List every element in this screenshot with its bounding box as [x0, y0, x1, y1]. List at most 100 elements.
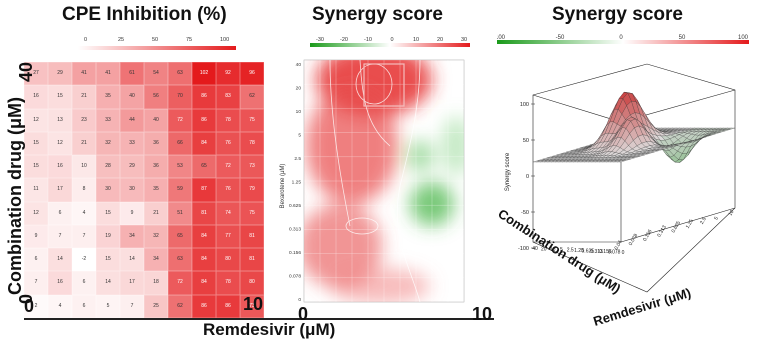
heatmap-cell: 36: [144, 155, 168, 178]
heatmap-cell: 102: [192, 62, 216, 85]
heatmap-cell: 30: [96, 178, 120, 201]
colorbar-tick-label: 75: [186, 37, 192, 43]
chart1-y-max: 40: [16, 62, 37, 82]
colorbar-tick-label: 10: [413, 37, 419, 43]
colorbar-tick-label: 20: [437, 37, 443, 43]
heatmap-cell: 77: [216, 225, 240, 248]
heatmap-cell: 63: [168, 248, 192, 271]
heatmap-cell: 10: [72, 155, 96, 178]
z-tick-label: -100: [518, 246, 529, 252]
colorbar-tick-label: -50: [556, 35, 565, 41]
heatmap-cell: 75: [240, 109, 264, 132]
colorbar-tick-label: -100: [497, 35, 506, 41]
x-tick-label: 1.25: [685, 218, 695, 230]
colorbar-tick-label: -30: [316, 37, 324, 43]
heatmap-cell: 33: [120, 132, 144, 155]
heatmap-cell: 21: [144, 202, 168, 225]
colorbar-tick-label: -20: [340, 37, 348, 43]
heatmap-cell: 34: [120, 225, 144, 248]
heatmap-cell: 7: [48, 225, 72, 248]
heatmap-cell: 6: [72, 295, 96, 318]
heatmap-cell: 53: [168, 155, 192, 178]
heatmap-cell: 41: [96, 62, 120, 85]
heatmap-cell: 13: [48, 109, 72, 132]
heatmap-cell: 62: [168, 295, 192, 318]
heatmap-cell: 9: [120, 202, 144, 225]
x-tick-label: 0.625: [671, 220, 683, 234]
heatmap-cell: 40: [144, 109, 168, 132]
heatmap-cell: 8: [72, 178, 96, 201]
heatmap-cell: 16: [48, 271, 72, 294]
y-tick-label: 1.25: [292, 180, 302, 186]
heatmap-cell: 18: [144, 271, 168, 294]
heatmap-cell: 35: [144, 178, 168, 201]
y-tick-label: 40: [296, 62, 302, 68]
heatmap-cell: 78: [240, 132, 264, 155]
colorbar-tick-label: 100: [220, 37, 229, 43]
heatmap-cell: 29: [48, 62, 72, 85]
heatmap-cell: 4: [72, 202, 96, 225]
heatmap-cell: 66: [168, 132, 192, 155]
heatmap-cell: 14: [120, 248, 144, 271]
chart1-colorbar: [78, 46, 236, 50]
heatmap-cell: 80: [216, 248, 240, 271]
y-tick-label: 40: [532, 246, 538, 252]
heatmap-cell: 4: [48, 295, 72, 318]
heatmap-cell: 84: [192, 225, 216, 248]
heatmap-cell: 81: [240, 248, 264, 271]
colorbar-tick-label: 50: [679, 35, 686, 41]
y-tick-label: 0: [622, 250, 625, 256]
heatmap-cell: 35: [96, 85, 120, 108]
heatmap-cell: 84: [192, 132, 216, 155]
heatmap-cell: 65: [192, 155, 216, 178]
heatmap-cell: 51: [168, 202, 192, 225]
colorbar-tick-label: 25: [118, 37, 124, 43]
heatmap-cell: 16: [48, 155, 72, 178]
heatmap-cell: 87: [192, 178, 216, 201]
heatmap-cell: 25: [144, 295, 168, 318]
heatmap-cell: 15: [24, 155, 48, 178]
x-tick-label: 5: [713, 216, 720, 222]
heatmap-cell: 86: [192, 85, 216, 108]
heatmap-cell: 80: [240, 271, 264, 294]
heatmap-cell: 5: [96, 295, 120, 318]
chart1-title: CPE Inhibition (%): [62, 4, 227, 26]
heatmap-cell: 79: [240, 178, 264, 201]
heatmap-cell: 73: [240, 155, 264, 178]
y-tick-label: 0: [298, 297, 301, 303]
heatmap-cell: 72: [168, 109, 192, 132]
heatmap-cell: 70: [168, 85, 192, 108]
z-tick-label: 100: [520, 102, 529, 108]
heatmap-cell: 56: [144, 85, 168, 108]
heatmap-cell: 83: [216, 85, 240, 108]
heatmap-cell: 72: [168, 271, 192, 294]
heatmap-cell: 74: [216, 202, 240, 225]
colorbar-tick-label: 50: [152, 37, 158, 43]
chart2-y-axis-label: Bexarotene (μM): [280, 164, 286, 209]
heatmap-cell: 21: [72, 85, 96, 108]
heatmap-cell: 12: [48, 132, 72, 155]
heatmap-cell: 65: [168, 225, 192, 248]
colorbar-tick-label: 0: [84, 37, 87, 43]
heatmap-cell: 76: [216, 178, 240, 201]
heatmap-cell: 54: [144, 62, 168, 85]
x-tick-label: 0.156: [642, 228, 654, 242]
heatmap-cell: 63: [168, 62, 192, 85]
heatmap-cell: -2: [72, 248, 96, 271]
heatmap-cell: 84: [192, 271, 216, 294]
heatmap-cell: 14: [48, 248, 72, 271]
heatmap-cell: 81: [240, 225, 264, 248]
heatmap-cell: 30: [120, 178, 144, 201]
colorbar-tick-label: -10: [364, 37, 372, 43]
y-tick-label: 0.078: [608, 250, 621, 256]
heatmap-cell: 59: [168, 178, 192, 201]
chart2-title: Synergy score: [312, 4, 443, 26]
chart3-z-axis-label: Synergy score: [505, 152, 511, 191]
chart1-y-axis-label: Combination drug (μM): [5, 97, 26, 295]
heatmap-cell: 29: [120, 155, 144, 178]
heatmap-cell: 15: [48, 85, 72, 108]
y-tick-label: 20: [296, 86, 302, 92]
heatmap-cell: 76: [216, 132, 240, 155]
